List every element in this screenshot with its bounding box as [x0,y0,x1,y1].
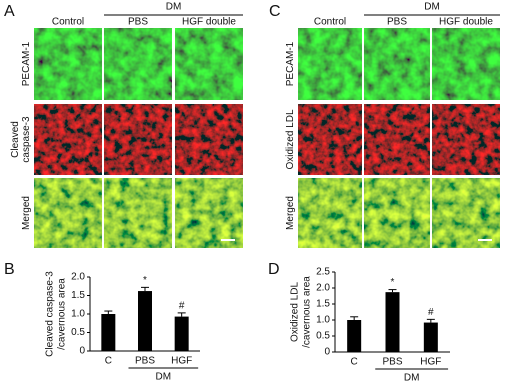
group-label: DM [166,2,182,13]
micrograph [175,104,243,175]
x-tick-label: HGF [171,356,192,367]
error-bar [388,289,397,293]
panel-letter: B [4,261,15,278]
x-tick-label: HGF [420,357,441,368]
column-header: Control [314,17,346,28]
row-label-line: PECAM-1 [285,41,296,86]
micrograph [432,104,500,175]
significance-mark: * [391,277,395,288]
micrograph [298,178,362,248]
x-tick-label: C [105,356,112,367]
y-tick-label: 1.0 [316,315,330,326]
row-label-line: Cleaved [10,121,21,158]
column-header: PBS [387,17,407,28]
micrograph [34,178,102,248]
y-tick-label: 0 [324,347,330,358]
row-label: Merged [21,196,32,230]
y-tick-label: 0 [79,346,85,357]
micrograph [175,178,243,248]
row-label-line: PECAM-1 [21,41,32,86]
x-tick-label: C [351,357,358,368]
error-bar [350,316,359,320]
x-tick-label: PBS [382,357,402,368]
error-bar [177,312,186,317]
bar [385,292,400,352]
group-label: DM [156,372,172,383]
error-bar [426,318,435,323]
micrograph [298,28,362,100]
micrograph [104,28,172,100]
micrograph [175,28,243,100]
significance-mark: * [143,275,147,286]
row-label-line: Merged [285,196,296,230]
micrograph [104,104,172,175]
micrograph [104,178,172,248]
y-tick-label: 2.5 [316,267,330,278]
micrograph [364,28,430,100]
bar [101,314,116,351]
y-axis-label: Cleaved caspase-3 [45,271,56,357]
micrograph [34,104,102,175]
micrograph [432,178,500,248]
row-label-line: caspase-3 [21,116,32,163]
column-header: HGF double [182,17,236,28]
y-axis-label: Oxidized LDL [290,282,301,342]
column-header: PBS [128,17,148,28]
y-tick-label: 1.5 [71,290,85,301]
y-tick-label: 0.5 [316,331,330,342]
column-header: Control [52,17,84,28]
y-axis-label: /cavernous area [302,276,313,348]
y-tick-label: 1.0 [71,309,85,320]
bar [174,316,189,351]
y-tick-label: 2.0 [316,283,330,294]
micrograph [298,104,362,175]
row-label: Oxidized LDL [285,109,296,169]
y-tick-label: 1.5 [316,299,330,310]
error-bar [104,310,113,314]
group-label: DM [404,373,420,384]
y-tick-label: 0.5 [71,327,85,338]
row-label-line: Oxidized LDL [285,109,296,169]
row-label-line: Merged [21,196,32,230]
micrograph [364,104,430,175]
micrograph [432,28,500,100]
group-label: DM [424,2,440,13]
panel-letter: A [4,3,15,20]
bar [347,320,362,352]
micrograph [34,28,102,100]
y-tick-label: 2.0 [71,272,85,283]
panel-letter: D [268,261,280,278]
error-bar [141,286,149,292]
panel-letter: C [269,3,281,20]
row-label: PECAM-1 [285,41,296,86]
bar [138,291,152,351]
bar [423,322,438,352]
significance-mark: # [179,301,185,312]
x-tick-label: PBS [135,356,155,367]
y-axis-label: /cavernous area [57,278,68,350]
row-label: PECAM-1 [21,41,32,86]
micrograph [364,178,430,248]
column-header: HGF double [439,17,493,28]
row-label: Cleavedcaspase-3 [10,116,32,163]
row-label: Merged [285,196,296,230]
significance-mark: # [428,307,434,318]
